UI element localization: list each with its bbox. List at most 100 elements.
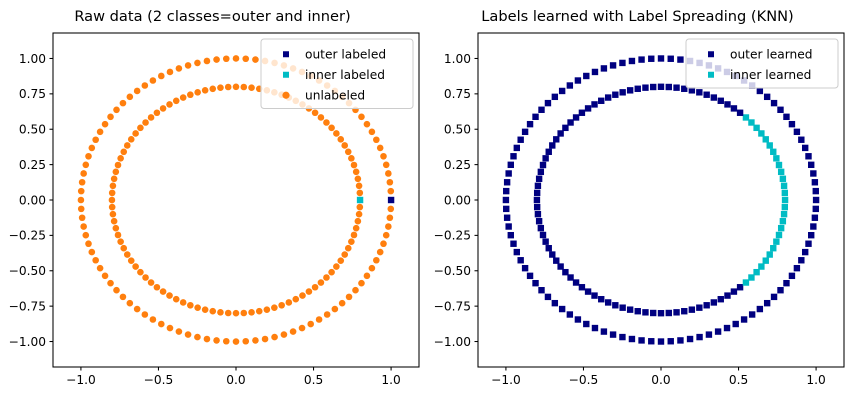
- data-point: [513, 248, 521, 256]
- data-point: [538, 287, 545, 294]
- data-point: [503, 179, 511, 186]
- legend-label: outer learned: [730, 47, 812, 61]
- data-point: [85, 152, 92, 160]
- data-point: [147, 114, 155, 121]
- data-point: [345, 293, 353, 301]
- data-point: [289, 328, 297, 335]
- data-point: [537, 224, 545, 232]
- data-point: [604, 94, 612, 101]
- data-point: [551, 93, 559, 101]
- data-point: [808, 231, 815, 239]
- data-point: [808, 161, 815, 169]
- data-point: [373, 136, 380, 144]
- data-point: [240, 309, 248, 317]
- data-point: [261, 335, 269, 343]
- data-point: [92, 256, 99, 264]
- data-point: [773, 155, 780, 162]
- data-point: [142, 274, 149, 281]
- data-point: [667, 55, 674, 62]
- data-point: [753, 124, 760, 132]
- data-point: [368, 128, 376, 136]
- data-point: [213, 337, 220, 344]
- data-point: [598, 97, 605, 104]
- data-point: [544, 293, 552, 301]
- data-point: [781, 203, 789, 211]
- data-point: [172, 97, 180, 105]
- data-point: [85, 240, 92, 248]
- data-point: [549, 142, 556, 149]
- legend-marker: [283, 71, 289, 78]
- data-point: [510, 153, 517, 160]
- data-points-learned: [502, 55, 820, 345]
- data-point: [533, 189, 541, 197]
- data-point: [567, 274, 574, 281]
- data-point: [539, 231, 547, 239]
- data-point: [574, 77, 582, 84]
- y-tick-label: 0.50: [444, 123, 471, 137]
- data-point: [232, 338, 240, 345]
- data-point: [348, 155, 355, 162]
- data-point: [545, 245, 552, 252]
- data-point: [263, 306, 271, 313]
- x-tick-label: 0.0: [651, 373, 670, 387]
- data-point: [591, 324, 599, 332]
- data-point: [742, 279, 750, 286]
- y-tick-label: 1.00: [444, 52, 471, 66]
- data-point: [194, 333, 201, 341]
- data-point: [113, 286, 120, 294]
- data-point: [537, 168, 545, 176]
- data-point: [385, 170, 392, 177]
- data-point: [762, 136, 769, 143]
- data-point: [382, 161, 390, 169]
- data-point: [317, 114, 325, 121]
- panel-label-spreading: Labels learned with Label Spreading (KNN…: [425, 0, 850, 400]
- data-point: [609, 62, 617, 69]
- data-point: [724, 292, 731, 299]
- data-point: [688, 306, 696, 313]
- data-point: [101, 272, 109, 280]
- data-point: [331, 305, 339, 313]
- data-point: [350, 231, 358, 239]
- data-point: [141, 82, 149, 89]
- data-point: [119, 293, 127, 301]
- data-point: [657, 310, 665, 317]
- data-point: [137, 124, 144, 132]
- x-tick-label: 0.0: [226, 373, 245, 387]
- data-point: [503, 205, 510, 213]
- data-point: [628, 57, 636, 65]
- scatter-plot-raw-data: −1.00−0.75−0.50−0.250.000.250.500.751.00…: [9, 32, 420, 387]
- data-point: [688, 87, 696, 94]
- data-point: [510, 240, 517, 247]
- data-point: [166, 68, 174, 76]
- data-point: [252, 337, 259, 344]
- x-tick-label: 0.5: [729, 373, 748, 387]
- data-point: [137, 268, 144, 276]
- data-point: [126, 299, 134, 307]
- data-point: [770, 99, 778, 107]
- data-point: [539, 161, 547, 169]
- data-point: [549, 251, 556, 258]
- data-point: [333, 130, 340, 137]
- data-point: [544, 99, 552, 107]
- data-point: [766, 142, 773, 149]
- data-point: [650, 309, 657, 317]
- data-point: [534, 182, 542, 190]
- data-point: [80, 170, 87, 177]
- data-point: [187, 91, 194, 99]
- data-point: [114, 161, 122, 169]
- data-point: [142, 119, 149, 126]
- data-point: [626, 87, 634, 94]
- data-point: [686, 335, 694, 343]
- data-point: [82, 231, 90, 239]
- data-point: [562, 124, 569, 132]
- data-point: [166, 101, 173, 108]
- data-point: [503, 214, 511, 221]
- y-tick-label: 0.75: [19, 87, 46, 101]
- data-point: [386, 178, 394, 186]
- data-point: [505, 170, 512, 177]
- data-point: [775, 231, 783, 239]
- data-point: [502, 196, 510, 204]
- data-point: [159, 288, 167, 295]
- data-point: [553, 136, 560, 143]
- data-point: [770, 293, 778, 301]
